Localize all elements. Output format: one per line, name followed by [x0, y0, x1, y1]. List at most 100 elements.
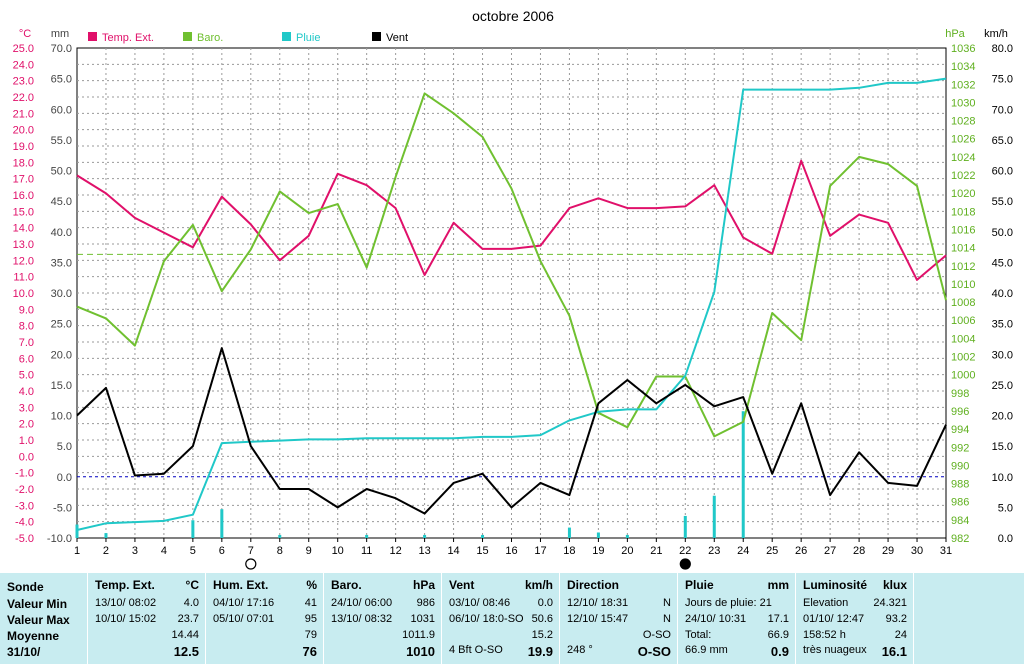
temp-min-date: 13/10/ 08:02 — [95, 597, 157, 609]
temp-tick-label: 14.0 — [13, 223, 34, 235]
wind-tick-label: 0.0 — [998, 533, 1013, 545]
rain-tick-label: 70.0 — [51, 43, 72, 55]
baro-tick-label: 1036 — [951, 43, 975, 55]
temp-tick-label: 5.0 — [19, 370, 34, 382]
lum-max-date: 01/10/ 12:47 — [803, 613, 865, 625]
temp-tick-label: 24.0 — [13, 59, 34, 71]
legend-label: Baro. — [197, 32, 223, 44]
temp-tick-label: 4.0 — [19, 386, 34, 398]
temp-tick-label: 2.0 — [19, 419, 34, 431]
rain-bar — [365, 534, 369, 538]
lum-max: 93.2 — [885, 613, 907, 625]
full-moon-icon — [245, 558, 257, 570]
x-tick-label: 25 — [766, 545, 778, 557]
temp-min: 4.0 — [183, 597, 199, 609]
baro-tick-label: 1024 — [951, 152, 975, 164]
x-tick-label: 5 — [190, 545, 196, 557]
baro-tick-label: 986 — [951, 497, 969, 509]
temp-avg: 14.44 — [171, 629, 199, 641]
rain-tick-label: 35.0 — [51, 257, 72, 269]
x-tick-label: 16 — [505, 545, 517, 557]
chart-title: octobre 2006 — [472, 8, 554, 24]
wind-axis-unit: km/h — [984, 28, 1008, 40]
wind-tick-label: 80.0 — [992, 43, 1013, 55]
temp-max-date: 10/10/ 15:02 — [95, 613, 157, 625]
x-tick-label: 26 — [795, 545, 807, 557]
rain-unit: mm — [767, 578, 789, 592]
x-tick-label: 14 — [447, 545, 459, 557]
x-tick-label: 21 — [650, 545, 662, 557]
x-tick-label: 15 — [476, 545, 488, 557]
temp-series-line — [76, 159, 947, 281]
label-max: Valeur Max — [7, 613, 70, 627]
baro-tick-label: 982 — [951, 533, 969, 545]
hum-max-date: 05/10/ 07:01 — [213, 613, 275, 625]
baro-unit: hPa — [412, 578, 435, 592]
rain-tick-label: 5.0 — [57, 441, 72, 453]
label-avg: Moyenne — [7, 629, 60, 643]
wind-unit: km/h — [524, 578, 553, 592]
rain-tick-label: 10.0 — [51, 411, 72, 423]
summary-lum: Luminosité klux Elevation 24.321 01/10/ 12… — [795, 573, 913, 664]
baro-tick-label: 1016 — [951, 224, 975, 236]
baro-tick-label: 1020 — [951, 188, 975, 200]
x-tick-label: 22 — [679, 545, 691, 557]
rain-bar — [104, 533, 108, 538]
rain-bar — [683, 515, 687, 538]
rain-tick-label: 0.0 — [57, 472, 72, 484]
x-tick-label: 31 — [940, 545, 952, 557]
x-tick-label: 17 — [534, 545, 546, 557]
rain-tick-label: -5.0 — [53, 502, 72, 514]
chart-legend: Temp. Ext. Baro. Pluie Vent — [88, 32, 408, 44]
lum-unit: klux — [882, 578, 907, 592]
temp-tick-label: -4.0 — [15, 517, 34, 529]
rain-tick-label: 40.0 — [51, 227, 72, 239]
rain-bar — [75, 524, 79, 538]
x-tick-label: 4 — [161, 545, 167, 557]
rain-max-date: 24/10/ 10:31 — [685, 613, 747, 625]
temp-title: Temp. Ext. — [95, 578, 155, 592]
summary-temp: Temp. Ext. °C 13/10/ 08:02 4.0 10/10/ 15:0… — [87, 573, 205, 664]
temp-max: 23.7 — [177, 613, 199, 625]
temp-tick-label: 22.0 — [13, 92, 34, 104]
chart-grid — [76, 47, 947, 539]
chart-marks — [75, 77, 947, 570]
summary-labels: Sonde Valeur Min Valeur Max Moyenne 31/1… — [0, 573, 87, 664]
baro-min: 986 — [416, 597, 435, 609]
wind-tick-label: 55.0 — [992, 196, 1013, 208]
rain-tick-label: 65.0 — [51, 74, 72, 86]
baro-tick-label: 992 — [951, 442, 969, 454]
wind-tick-label: 60.0 — [992, 166, 1013, 178]
rain-bar — [567, 527, 571, 538]
wind-tick-label: 15.0 — [992, 441, 1013, 453]
baro-tick-label: 996 — [951, 406, 969, 418]
rain-total-label: Total: — [685, 629, 712, 641]
wind-tick-label: 25.0 — [992, 380, 1013, 392]
baro-tick-label: 998 — [951, 388, 969, 400]
axis-ticks: -5.0 -4.0 -3.0 -2.0 -1.0 0.0 1.0 2.0 3.0 4.0 5.0 6.… — [13, 43, 1013, 557]
dir-current-label: 248 ° — [567, 644, 593, 656]
baro-series-line — [76, 92, 947, 438]
hum-title: Hum. Ext. — [213, 578, 269, 592]
baro-tick-label: 1022 — [951, 170, 975, 182]
summary-empty — [913, 573, 1024, 664]
legend-swatch — [183, 32, 192, 41]
wind-tick-label: 70.0 — [992, 104, 1013, 116]
temp-tick-label: 18.0 — [13, 157, 34, 169]
lum-title: Luminosité — [803, 578, 868, 592]
temp-tick-label: 6.0 — [19, 353, 34, 365]
legend-label: Temp. Ext. — [102, 32, 154, 44]
temp-tick-label: 19.0 — [13, 141, 34, 153]
x-tick-label: 18 — [563, 545, 575, 557]
label-min: Valeur Min — [7, 597, 68, 611]
x-tick-label: 20 — [621, 545, 633, 557]
rain-bar — [741, 411, 745, 538]
x-tick-label: 27 — [824, 545, 836, 557]
temp-tick-label: 12.0 — [13, 255, 34, 267]
x-tick-label: 10 — [332, 545, 344, 557]
baro-max-date: 13/10/ 08:32 — [331, 613, 393, 625]
hum-min: 41 — [304, 597, 317, 609]
rain-bar — [712, 495, 716, 538]
wind-tick-label: 65.0 — [992, 135, 1013, 147]
wind-max: 50.6 — [531, 613, 553, 625]
